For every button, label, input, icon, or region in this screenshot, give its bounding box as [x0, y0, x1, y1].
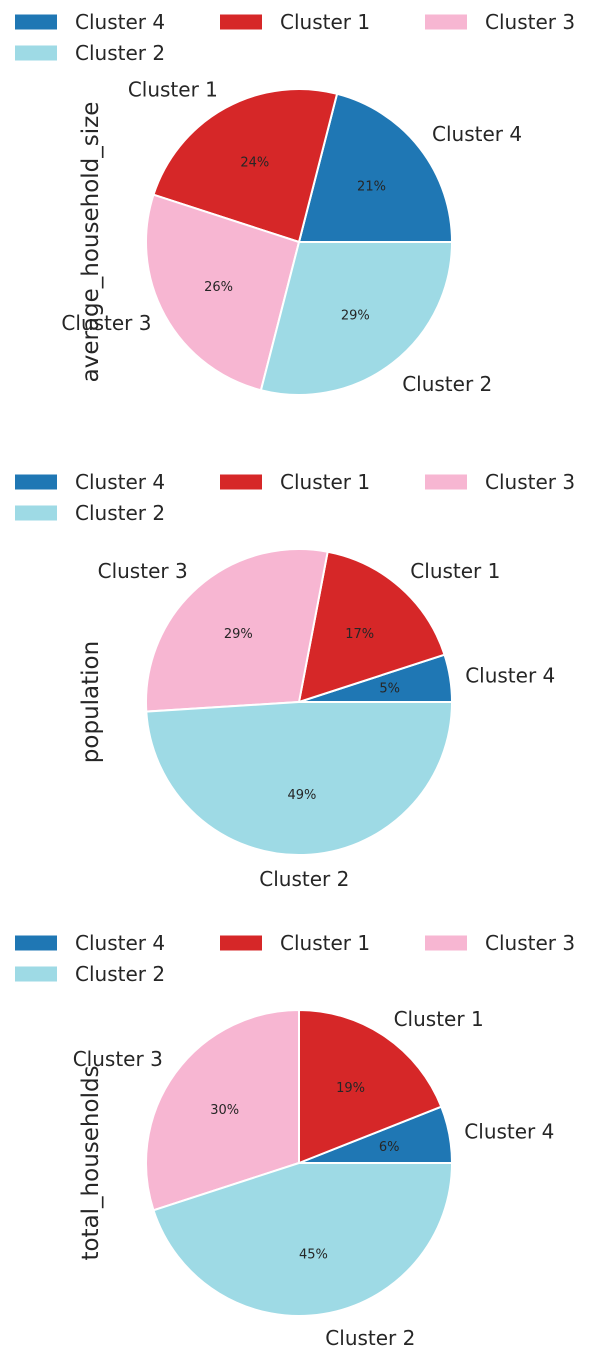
pie-chart-3: Cluster 4 Cluster 1 Cluster 3 Cluster 2 tota… — [15, 931, 575, 1350]
pie-chart-1: Cluster 4 Cluster 1 Cluster 3 Cluster 2 aver… — [15, 10, 575, 396]
legend: Cluster 4 Cluster 1 Cluster 3 Cluster 2 — [15, 931, 575, 986]
slice-percent-label: 6% — [379, 1140, 400, 1155]
slice-percent-label: 21% — [357, 180, 386, 195]
slice-percent-label: 29% — [224, 627, 253, 642]
legend-entry: Cluster 4 — [75, 10, 165, 34]
legend-swatch — [15, 45, 57, 61]
pie-slice — [152, 1162, 454, 1317]
slice-category-label: Cluster 4 — [465, 664, 555, 688]
pie-slice — [144, 548, 329, 713]
slice-category-label: Cluster 4 — [464, 1120, 554, 1144]
slice-category-label: Cluster 3 — [73, 1047, 163, 1071]
slice-category-label: Cluster 2 — [325, 1326, 415, 1350]
slice-percent-label: 45% — [299, 1248, 328, 1263]
legend-entry: Cluster 3 — [485, 10, 575, 34]
pie-slice — [298, 1008, 443, 1165]
y-axis-label: population — [78, 641, 104, 763]
legend-swatch — [220, 474, 262, 490]
legend-entry: Cluster 4 — [75, 470, 165, 494]
legend-swatch — [425, 14, 467, 30]
legend: Cluster 4 Cluster 1 Cluster 3 Cluster 2 — [15, 470, 575, 525]
slice-percent-label: 19% — [336, 1081, 365, 1096]
slice-category-label: Cluster 2 — [402, 372, 492, 396]
y-axis-label: average_household_size — [78, 102, 104, 383]
slice-percent-label: 30% — [210, 1103, 239, 1118]
legend-swatch — [425, 935, 467, 951]
pie-chart-2: Cluster 4 Cluster 1 Cluster 3 Cluster 2 popu… — [15, 470, 575, 891]
legend-entry: Cluster 2 — [75, 962, 165, 986]
y-axis-label: total_households — [78, 1065, 104, 1260]
legend-entry: Cluster 2 — [75, 501, 165, 525]
legend-swatch — [15, 505, 57, 521]
legend-swatch — [425, 474, 467, 490]
slice-percent-label: 5% — [379, 682, 400, 697]
legend: Cluster 4 Cluster 1 Cluster 3 Cluster 2 — [15, 10, 575, 65]
pie-slice — [297, 550, 446, 704]
legend-swatch — [15, 474, 57, 490]
slice-percent-label: 26% — [204, 280, 233, 295]
slice-category-label: Cluster 1 — [128, 78, 218, 102]
pie-slice — [145, 193, 301, 392]
pie-slice — [259, 241, 454, 396]
legend-swatch — [220, 14, 262, 30]
slice-percent-label: 17% — [345, 627, 374, 642]
pie-slice — [152, 88, 339, 244]
slice-category-label: Cluster 1 — [410, 559, 500, 583]
slice-percent-label: 29% — [341, 309, 370, 324]
slice-category-label: Cluster 3 — [98, 559, 188, 583]
slice-category-label: Cluster 4 — [432, 122, 522, 146]
legend-swatch — [220, 935, 262, 951]
legend-entry: Cluster 1 — [280, 10, 370, 34]
legend-swatch — [15, 966, 57, 982]
slice-percent-label: 24% — [240, 156, 269, 171]
pie-slice — [145, 1008, 300, 1212]
legend-swatch — [15, 14, 57, 30]
legend-entry: Cluster 3 — [485, 470, 575, 494]
slice-category-label: Cluster 3 — [61, 311, 151, 335]
legend-entry: Cluster 1 — [280, 931, 370, 955]
pie-slice — [145, 701, 454, 856]
legend-entry: Cluster 4 — [75, 931, 165, 955]
legend-entry: Cluster 3 — [485, 931, 575, 955]
pie-slice — [297, 92, 454, 243]
slice-percent-label: 49% — [287, 788, 316, 803]
slice-category-label: Cluster 2 — [259, 867, 349, 891]
legend-swatch — [15, 935, 57, 951]
legend-entry: Cluster 1 — [280, 470, 370, 494]
legend-entry: Cluster 2 — [75, 41, 165, 65]
slice-category-label: Cluster 1 — [394, 1007, 484, 1031]
